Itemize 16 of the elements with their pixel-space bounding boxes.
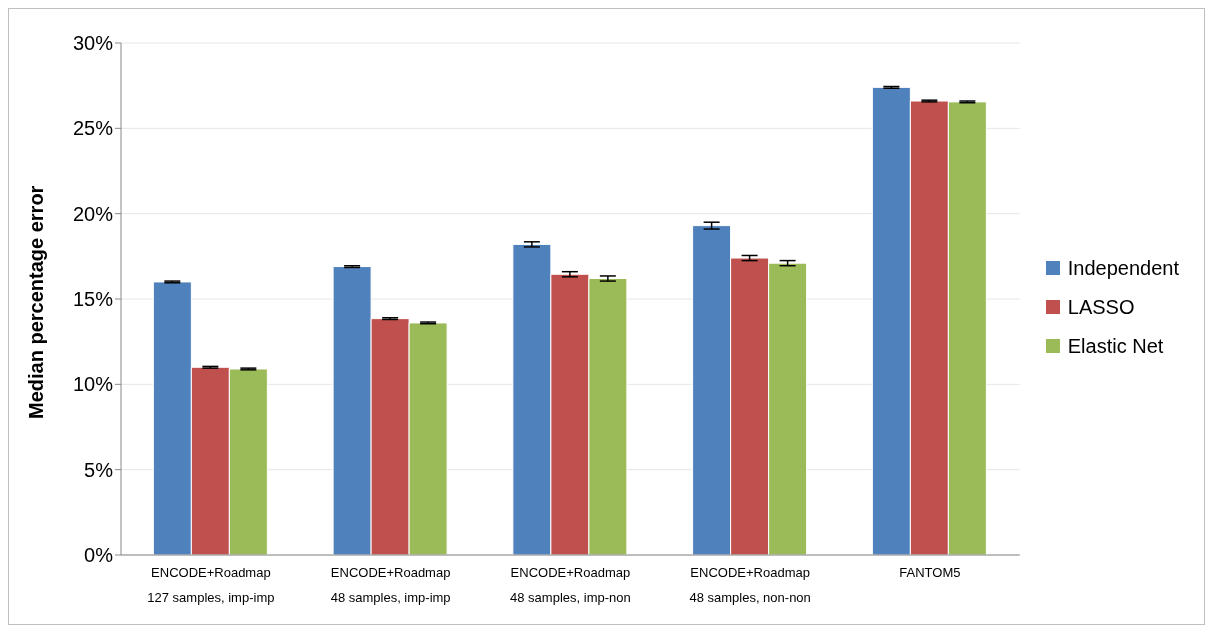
y-tick-label: 0% <box>84 544 114 567</box>
y-tick-label: 20% <box>72 202 114 225</box>
x-tick-label: ENCODE+Roadmap 48 samples, non-non <box>689 565 811 605</box>
legend-label: LASSO <box>1067 295 1135 319</box>
y-tick-label: 5% <box>84 458 114 481</box>
y-tick-label: 10% <box>72 373 114 396</box>
y-axis-title: Median percentage error <box>25 185 48 419</box>
y-tick-label: 15% <box>72 288 114 311</box>
x-tick-label: ENCODE+Roadmap 48 samples, imp-imp <box>330 565 451 605</box>
y-tick-label: 30% <box>72 32 114 55</box>
legend-label: Elastic Net <box>1067 334 1164 358</box>
legend-label: Independent <box>1067 256 1179 280</box>
x-tick-label: FANTOM5 <box>899 565 961 580</box>
y-tick-label: 25% <box>72 117 114 140</box>
x-tick-label: ENCODE+Roadmap 127 samples, imp-imp <box>147 565 275 605</box>
x-tick-label: ENCODE+Roadmap 48 samples, imp-non <box>510 565 631 605</box>
